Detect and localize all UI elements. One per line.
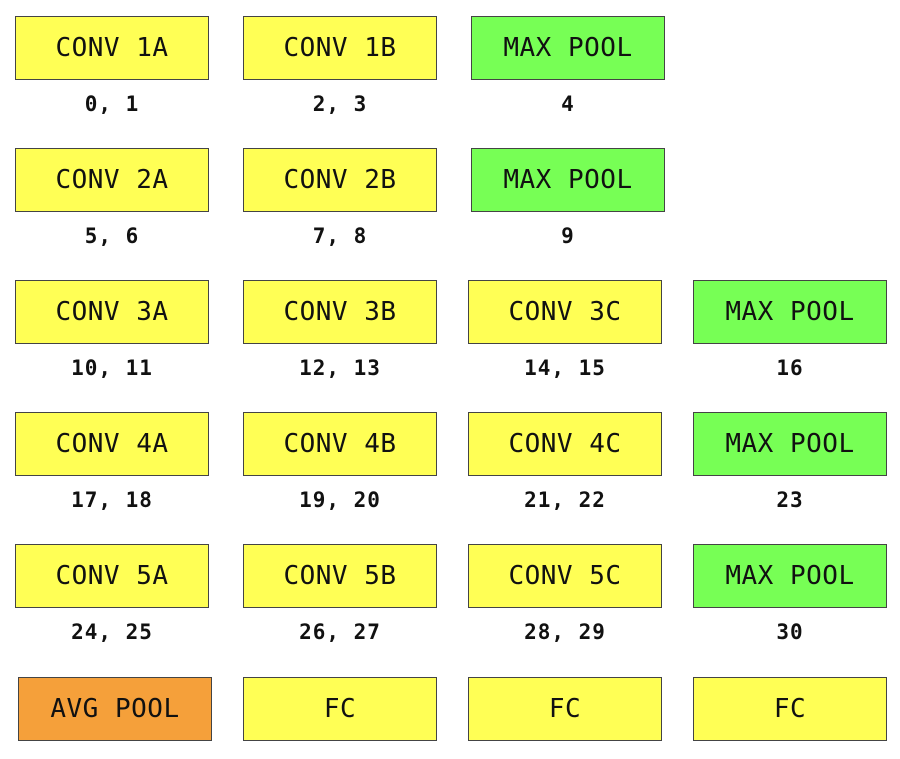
max-pool-1-block: MAX POOL <box>471 16 665 80</box>
block-label: CONV 5A <box>55 561 169 591</box>
block-label: CONV 4A <box>55 429 169 459</box>
conv-1a-indices: 0, 1 <box>84 92 140 116</box>
block-label: CONV 3A <box>55 297 169 327</box>
block-label: MAX POOL <box>725 429 855 459</box>
avg-pool-block: AVG POOL <box>18 677 212 741</box>
block-label: CONV 5C <box>508 561 622 591</box>
fc-3-block: FC <box>693 677 887 741</box>
conv-3a-block: CONV 3A <box>15 280 209 344</box>
block-label: CONV 1A <box>55 33 169 63</box>
block-label: CONV 1B <box>283 33 397 63</box>
max-pool-3-block: MAX POOL <box>693 280 887 344</box>
block-label: MAX POOL <box>725 561 855 591</box>
block-label: CONV 4C <box>508 429 622 459</box>
conv-5c-block: CONV 5C <box>468 544 662 608</box>
conv-5c-indices: 28, 29 <box>524 620 606 644</box>
block-label: CONV 3B <box>283 297 397 327</box>
conv-5a-block: CONV 5A <box>15 544 209 608</box>
max-pool-1-indices: 4 <box>561 92 575 116</box>
conv-2a-indices: 5, 6 <box>84 224 140 248</box>
conv-4a-block: CONV 4A <box>15 412 209 476</box>
conv-4a-indices: 17, 18 <box>71 488 153 512</box>
conv-1b-indices: 2, 3 <box>312 92 368 116</box>
block-label: CONV 5B <box>283 561 397 591</box>
max-pool-5-indices: 30 <box>776 620 804 644</box>
conv-5b-block: CONV 5B <box>243 544 437 608</box>
conv-2b-block: CONV 2B <box>243 148 437 212</box>
block-label: CONV 4B <box>283 429 397 459</box>
block-label: MAX POOL <box>503 33 633 63</box>
max-pool-4-indices: 23 <box>776 488 804 512</box>
fc-2-block: FC <box>468 677 662 741</box>
block-label: CONV 2A <box>55 165 169 195</box>
conv-4b-block: CONV 4B <box>243 412 437 476</box>
conv-4c-indices: 21, 22 <box>524 488 606 512</box>
conv-3a-indices: 10, 11 <box>71 356 153 380</box>
fc-1-block: FC <box>243 677 437 741</box>
block-label: FC <box>548 694 582 724</box>
conv-3c-block: CONV 3C <box>468 280 662 344</box>
conv-2b-indices: 7, 8 <box>312 224 368 248</box>
block-label: CONV 2B <box>283 165 397 195</box>
block-label: MAX POOL <box>503 165 633 195</box>
max-pool-2-block: MAX POOL <box>471 148 665 212</box>
block-label: CONV 3C <box>508 297 622 327</box>
block-label: AVG POOL <box>50 694 180 724</box>
conv-1a-block: CONV 1A <box>15 16 209 80</box>
block-label: FC <box>323 694 357 724</box>
conv-5b-indices: 26, 27 <box>299 620 381 644</box>
conv-3b-block: CONV 3B <box>243 280 437 344</box>
conv-4c-block: CONV 4C <box>468 412 662 476</box>
conv-1b-block: CONV 1B <box>243 16 437 80</box>
max-pool-4-block: MAX POOL <box>693 412 887 476</box>
conv-5a-indices: 24, 25 <box>71 620 153 644</box>
block-label: FC <box>773 694 807 724</box>
max-pool-5-block: MAX POOL <box>693 544 887 608</box>
block-label: MAX POOL <box>725 297 855 327</box>
conv-4b-indices: 19, 20 <box>299 488 381 512</box>
conv-2a-block: CONV 2A <box>15 148 209 212</box>
conv-3b-indices: 12, 13 <box>299 356 381 380</box>
conv-3c-indices: 14, 15 <box>524 356 606 380</box>
max-pool-2-indices: 9 <box>561 224 575 248</box>
max-pool-3-indices: 16 <box>776 356 804 380</box>
